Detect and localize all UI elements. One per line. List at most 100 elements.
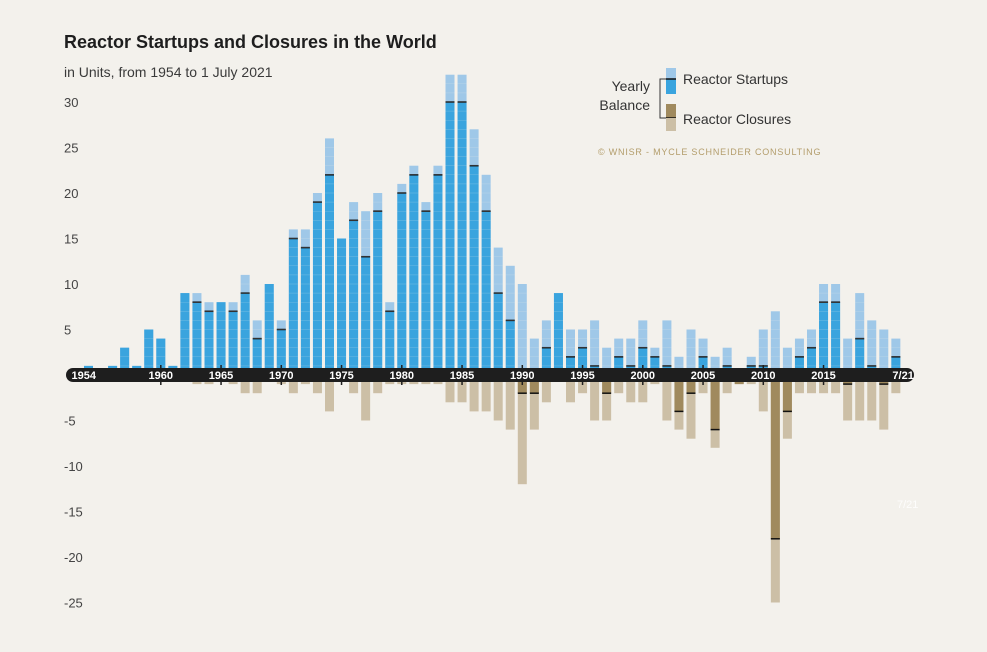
startup-bar <box>686 329 696 375</box>
legend-balance-line1: Yearly <box>611 78 650 94</box>
y-tick-label: 20 <box>64 186 78 201</box>
closure-bar <box>879 375 889 430</box>
balance-bar-positive <box>312 202 322 375</box>
balance-bar-negative <box>686 375 696 394</box>
y-axis-ticks: 30 25 20 15 10 5 -5 -10 -15 -20 -25 <box>64 95 83 611</box>
x-tick-label: 1965 <box>209 370 233 382</box>
x-tick-label: 2005 <box>691 370 715 382</box>
closure-bar <box>566 375 575 403</box>
legend-swatches <box>659 68 676 131</box>
closure-bar <box>493 375 503 421</box>
y-tick-label: 5 <box>64 323 71 338</box>
y-tick-label: 30 <box>64 95 78 110</box>
closure-bar <box>505 375 515 430</box>
startup-bar <box>722 347 732 375</box>
startup-bar <box>602 347 612 375</box>
closure-bar <box>722 375 732 394</box>
legend-balance-label: Yearly Balance <box>592 77 650 115</box>
legend-closures-label: Reactor Closures <box>683 111 792 127</box>
balance-bar-positive <box>578 347 588 375</box>
balance-bar-positive <box>180 293 190 375</box>
copyright-credit: © WNISR - Mycle Schneider Consulting <box>598 147 822 157</box>
closure-bar <box>831 375 841 394</box>
balance-bar-positive <box>493 293 503 375</box>
closure-bar <box>626 375 636 403</box>
closure-bar <box>541 375 551 403</box>
chart-subtitle: in Units, from 1954 to 1 July 2021 <box>64 64 273 80</box>
balance-bar-positive <box>228 311 238 375</box>
balance-bar-positive <box>276 329 286 375</box>
chart-title: Reactor Startups and Closures in the Wor… <box>64 32 437 52</box>
closure-bar <box>457 375 467 403</box>
closure-bar <box>481 375 491 412</box>
y-tick-label: -25 <box>64 596 83 611</box>
y-tick-label: -10 <box>64 459 83 474</box>
legend-balance-positive-swatch <box>666 79 676 94</box>
closure-bar <box>361 375 371 421</box>
x-tick-label: 1954 <box>72 370 97 382</box>
balance-bar-positive <box>541 347 551 375</box>
balance-bar-positive <box>120 347 130 375</box>
balance-bar-positive <box>638 347 648 375</box>
x-axis-band-bg <box>66 368 914 382</box>
y-tick-label: -5 <box>64 414 76 429</box>
balance-bar-positive <box>807 347 816 375</box>
closure-bar <box>638 375 648 403</box>
closure-bar <box>312 375 322 394</box>
y-tick-label: -20 <box>64 550 83 565</box>
closure-bar <box>288 375 298 394</box>
balance-bar-negative <box>529 375 539 394</box>
balance-bar-positive <box>204 311 214 375</box>
balance-bar-negative <box>710 375 720 430</box>
balance-bar-positive <box>144 329 154 375</box>
x-tick-label: 1980 <box>390 370 414 382</box>
y-tick-label: -15 <box>64 505 83 520</box>
closure-bar <box>867 375 877 421</box>
startup-bar <box>770 311 780 375</box>
closure-bar <box>855 375 865 421</box>
legend-startups-label: Reactor Startups <box>683 71 789 87</box>
x-tick-label: 2000 <box>631 370 655 382</box>
startup-bar <box>566 329 575 375</box>
x-tick-label: 1970 <box>269 370 293 382</box>
closure-bar <box>686 375 696 439</box>
balance-bar-positive <box>469 165 479 375</box>
balance-bar-positive <box>349 220 359 375</box>
closure-bar <box>325 375 334 412</box>
balance-bar-negative <box>770 375 780 539</box>
closure-bar <box>843 375 853 421</box>
x-tick-label: 2010 <box>751 370 775 382</box>
closure-bar <box>469 375 479 412</box>
y-tick-label: 25 <box>64 141 78 156</box>
bar-layer <box>84 74 901 603</box>
startup-bar <box>855 293 865 375</box>
legend-closures-swatch <box>666 118 676 131</box>
balance-bar-positive <box>288 238 298 375</box>
legend-balance-line2: Balance <box>599 97 650 113</box>
balance-bar-negative <box>782 375 792 412</box>
legend-balance-negative-swatch <box>666 104 676 118</box>
legend-startups-swatch <box>666 68 676 79</box>
startup-bar <box>879 329 889 375</box>
closure-bar <box>445 375 455 403</box>
x-tick-label: 1960 <box>149 370 173 382</box>
x-tick-label: 7/21 <box>892 370 913 382</box>
x-tick-label: 1975 <box>329 370 353 382</box>
closure-bar <box>794 375 804 394</box>
startup-bar <box>782 347 792 375</box>
closure-bar <box>891 375 901 394</box>
x-tick-label: 1995 <box>570 370 594 382</box>
x-axis-band: 1954 1960 1965 1970 1975 1980 1985 1990 1995 2000… <box>66 365 914 385</box>
x-tick-label: 2015 <box>811 370 835 382</box>
balance-bar-negative <box>602 375 612 394</box>
closure-bar <box>240 375 250 394</box>
closure-bar <box>517 375 527 485</box>
closure-bar <box>602 375 612 421</box>
date-watermark: 7/21 <box>897 499 919 511</box>
y-tick-label: 10 <box>64 277 78 292</box>
closure-bar <box>590 375 600 421</box>
closure-bar <box>807 375 816 394</box>
legend-balance-bracket <box>659 78 666 119</box>
closure-bar <box>373 375 383 394</box>
